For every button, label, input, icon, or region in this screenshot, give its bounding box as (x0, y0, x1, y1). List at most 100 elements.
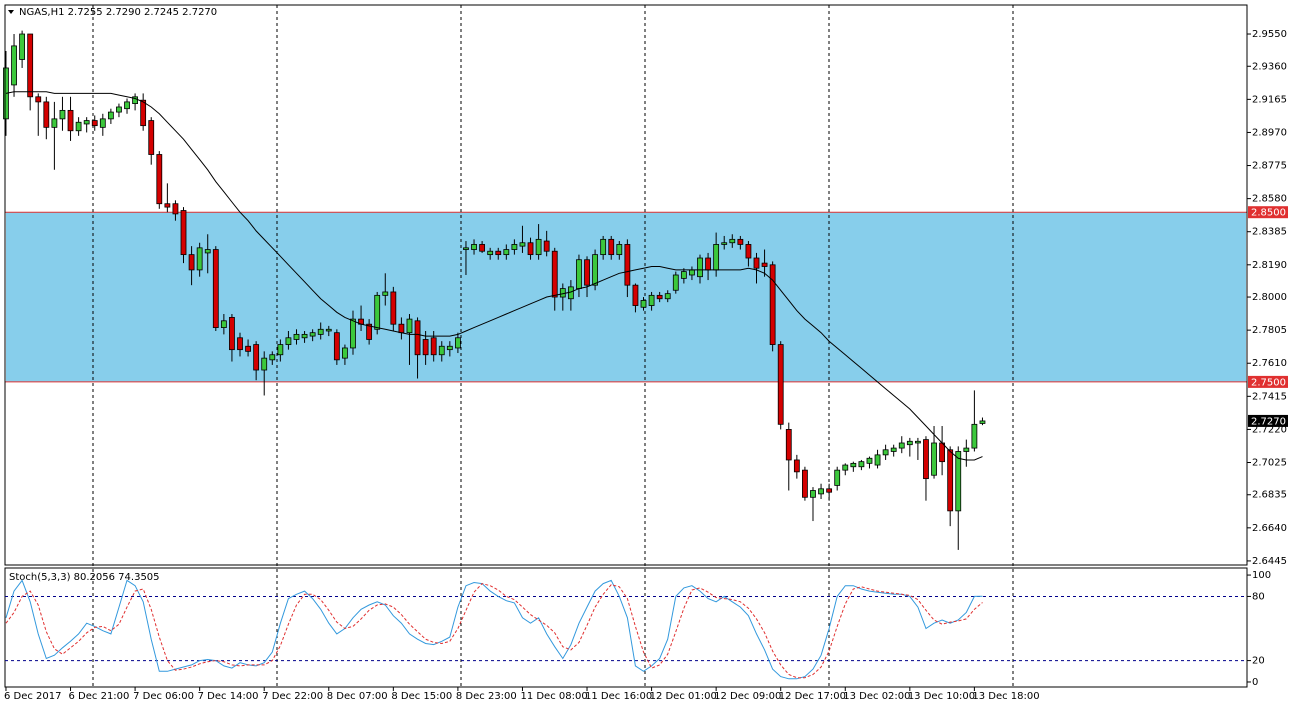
candle-up (866, 457, 873, 464)
candle-up (220, 320, 227, 328)
candle-up (132, 96, 138, 104)
x-tick-label: 7 Dec 14:00 (198, 691, 259, 702)
candle-up (689, 269, 695, 276)
candle-up (874, 454, 881, 466)
y-tick-label: 2.7220 (1252, 424, 1287, 435)
candle-up (672, 274, 679, 291)
x-tick-label: 13 Dec 02:00 (843, 691, 910, 702)
candle-up (810, 490, 816, 498)
candle-up (600, 238, 607, 256)
candle-down (148, 120, 155, 155)
y-tick-label: 2.9550 (1252, 29, 1287, 40)
candle-up (535, 238, 542, 256)
y-tick-label: 100 (1252, 570, 1271, 581)
candle-up (503, 249, 510, 256)
candle-up (51, 118, 58, 128)
candle-up (471, 244, 477, 250)
candle-down (253, 344, 260, 371)
y-tick-label: 2.7610 (1252, 358, 1287, 369)
candle-up (261, 357, 268, 371)
candle-down (91, 120, 98, 127)
candle-up (277, 344, 284, 356)
x-tick-label: 6 Dec 2017 (4, 691, 62, 702)
x-tick-label: 12 Dec 01:00 (650, 691, 717, 702)
candle-down (608, 238, 615, 256)
candle-up (11, 45, 17, 86)
y-tick-label: 2.8190 (1252, 260, 1287, 271)
candle-up (317, 328, 324, 335)
y-tick-label: 2.9165 (1252, 94, 1287, 105)
candle-up (285, 337, 292, 345)
menu-triangle[interactable] (8, 10, 14, 14)
x-tick-label: 12 Dec 17:00 (779, 691, 846, 702)
candle-down (656, 294, 663, 300)
last-price-label: 2.7270 (1251, 416, 1286, 427)
candle-up (721, 242, 728, 245)
candle-up (850, 462, 857, 468)
candle-up (75, 121, 82, 132)
candle-down (390, 291, 397, 325)
y-tick-label: 2.7025 (1252, 458, 1287, 469)
candle-down (479, 244, 486, 252)
candle-down (802, 469, 808, 498)
candle-up (898, 442, 905, 449)
candle-down (27, 33, 34, 98)
candle-up (293, 333, 300, 340)
candle-up (454, 337, 461, 349)
candle-up (374, 294, 381, 330)
y-tick-label: 2.7805 (1252, 325, 1287, 336)
candle-up (342, 347, 348, 359)
candle-down (35, 96, 42, 103)
candle-up (487, 250, 494, 256)
x-tick-label: 8 Dec 15:00 (391, 691, 452, 702)
candle-up (713, 244, 720, 271)
chart-title: NGAS,H1 2.7255 2.7290 2.7245 2.7270 (19, 7, 217, 18)
candle-up (834, 469, 841, 486)
y-tick-label: 2.8385 (1252, 227, 1287, 238)
stoch-frame (4, 567, 1248, 688)
candle-down (826, 488, 833, 493)
candle-up (729, 238, 736, 244)
candle-down (422, 339, 429, 356)
candle-up (882, 449, 889, 456)
candle-up (19, 33, 26, 60)
candle-down (172, 203, 179, 215)
candle-up (931, 442, 937, 476)
y-tick-label: 2.6640 (1252, 523, 1287, 534)
candle-down (769, 264, 776, 345)
x-tick-label: 7 Dec 22:00 (262, 691, 323, 702)
candle-down (624, 244, 631, 286)
level-label-box (1248, 206, 1288, 219)
candle-up (914, 440, 921, 444)
candle-up (979, 420, 986, 424)
candle-up (124, 101, 130, 110)
candle-up (592, 254, 598, 286)
candle-down (366, 323, 373, 340)
candle-down (156, 154, 163, 205)
candle-down (245, 345, 251, 352)
candle-up (648, 294, 655, 306)
candle-up (842, 464, 849, 471)
y-tick-label: 2.6445 (1252, 556, 1287, 567)
candle-down (543, 240, 550, 252)
x-tick-label: 11 Dec 08:00 (520, 691, 587, 702)
candle-down (745, 244, 752, 259)
candle-down (947, 449, 954, 512)
x-tick-label: 7 Dec 06:00 (133, 691, 194, 702)
last-price-box (1248, 414, 1288, 427)
candle-up (963, 447, 970, 452)
x-tick-label: 12 Dec 09:00 (714, 691, 781, 702)
y-tick-label: 2.6835 (1252, 490, 1287, 501)
candle-down (237, 337, 243, 351)
candle-down (527, 242, 534, 256)
candle-down (212, 249, 219, 328)
candle-down (398, 323, 405, 334)
candle-up (3, 67, 9, 120)
candle-up (616, 244, 623, 256)
candle-up (463, 247, 469, 250)
candle-down (939, 442, 946, 463)
candle-down (229, 317, 235, 351)
x-tick-label: 8 Dec 23:00 (456, 691, 517, 702)
candle-down (164, 203, 171, 208)
